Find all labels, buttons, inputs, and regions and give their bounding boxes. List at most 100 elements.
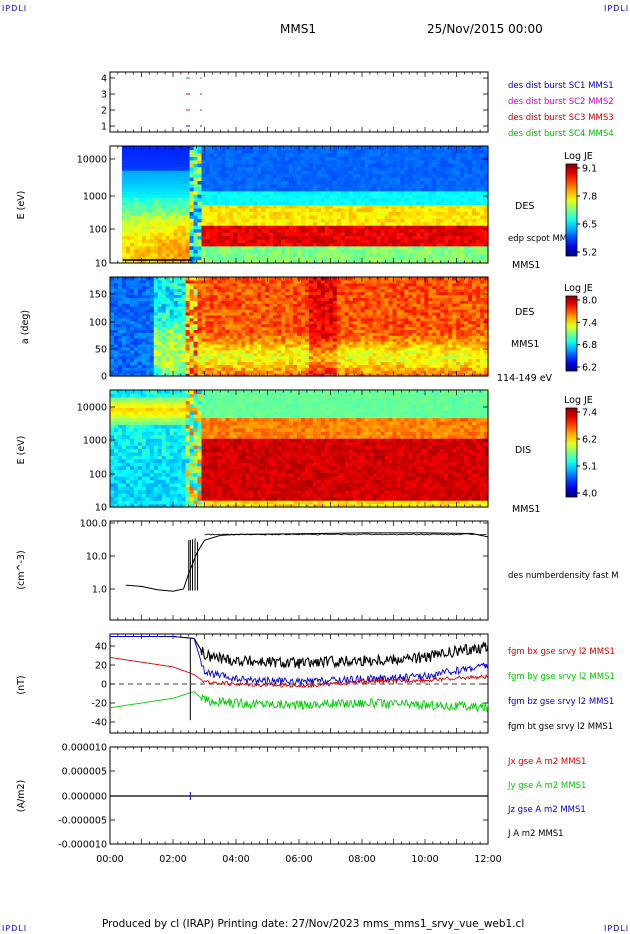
spectrogram-cell [113,370,119,374]
spectrogram-cell [420,194,425,199]
spectrogram-cell [153,282,159,287]
spectrogram-cell [376,201,382,206]
spectrogram-cell [265,349,270,354]
spectrogram-cell [189,256,195,261]
spectrogram-cell [392,252,398,257]
spectrogram-cell [149,364,155,368]
spectrogram-cell [356,249,362,254]
spectrogram-cell [149,306,155,310]
spectrogram-cell [384,221,390,226]
spectrogram-cell [432,214,437,219]
spectrogram-cell [324,207,330,212]
spectrogram-cell [464,163,469,168]
spectrogram-cell [141,204,147,209]
spectrogram-cell [133,297,139,301]
spectrogram-cell [197,297,203,301]
spectrogram-cell [249,232,254,237]
spectrogram-cell [141,221,147,226]
spectrogram-cell [436,173,441,178]
spectrogram-cell [388,201,394,206]
spectrogram-cell [125,156,131,161]
spectrogram-cell [277,194,282,199]
spectrogram-cell [177,170,183,175]
spectrogram-cell [344,204,350,209]
spectrogram-cell [476,173,481,178]
spectrogram-cell [117,306,123,310]
spectrogram-cell [285,329,290,333]
spectrogram-cell [177,297,183,301]
spectrogram-cell [460,256,465,261]
spectrogram-cell [297,187,302,192]
spectrogram-cell [177,355,183,360]
spectrogram-cell [297,225,302,230]
spectrogram-cell [480,228,485,233]
spectrogram-cell [221,225,226,230]
spectrogram-cell [289,159,294,164]
spectrogram-cell [257,159,262,164]
spectrogram-cell [344,156,350,161]
spectrogram-cell [197,323,203,328]
spectrogram-cell [476,163,481,168]
spectrogram-cell [332,159,338,164]
spectrogram-cell [177,294,183,298]
spectrogram-cell [468,259,473,264]
spectrogram-cell [213,242,219,247]
spectrogram-cell [273,329,278,333]
spectrogram-cell [364,238,370,243]
spectrogram-cell [177,277,183,281]
spectrogram-cell [472,235,477,240]
spectrogram-cell [300,187,306,192]
spectrogram-cell [269,201,274,206]
spectrogram-cell [388,166,394,171]
date-title: 25/Nov/2015 00:00 [427,22,543,36]
spectrogram-cell [320,232,326,237]
spectrogram-cell [145,242,151,247]
spectrogram-cell [169,277,175,281]
spectrogram-cell [380,207,386,212]
spectrogram-cell [193,221,199,226]
spectrogram-cell [468,238,473,243]
spectrogram-cell [364,211,370,216]
spectrogram-cell [340,211,346,216]
spectrogram-cell [225,282,230,287]
spectrogram-cell [233,187,238,192]
spectrogram-cell [133,288,139,293]
spectrogram-cell [189,149,195,154]
spectrogram-cell [201,207,207,212]
spectrogram-cell [129,211,135,216]
spectrogram-cell [181,242,187,247]
spectrogram-cell [173,211,179,216]
spectrogram-cell [336,232,342,237]
spectrogram-cell [153,218,159,223]
spectrogram-cell [217,259,223,264]
spectrogram-cell [129,207,135,212]
spectrogram-cell [269,249,274,254]
spectrogram-cell [253,311,258,316]
spectrogram-cell [133,282,139,287]
spectrogram-cell [237,249,242,254]
spectrogram-cell [225,361,230,365]
spectrogram-cell [161,332,167,336]
spectrogram-cell [185,370,191,374]
spectrogram-cell [225,277,230,281]
spectrogram-cell [368,156,374,161]
spectrogram-cell [165,176,171,182]
spectrogram-cell [480,176,485,182]
spectrogram-cell [221,235,226,240]
spectrogram-cell [137,291,143,296]
spectrogram-cell [141,373,147,377]
spectrogram-cell [253,221,258,226]
spectrogram-cell [324,211,330,216]
spectrogram-cell [177,173,183,178]
corner-mark-tl: IPDLI [2,4,28,13]
spectrogram-cell [225,314,230,319]
spectrogram-cell [300,232,306,237]
spectrogram-cell [320,159,326,164]
spectrogram-cell [281,238,286,243]
spectrogram-cell [428,166,433,171]
spectrogram-cell [125,249,131,254]
spectrogram-cell [293,288,298,293]
spectrogram-cell [340,245,346,250]
spectrogram-cell [229,245,234,250]
spectrogram-cell [149,235,155,240]
